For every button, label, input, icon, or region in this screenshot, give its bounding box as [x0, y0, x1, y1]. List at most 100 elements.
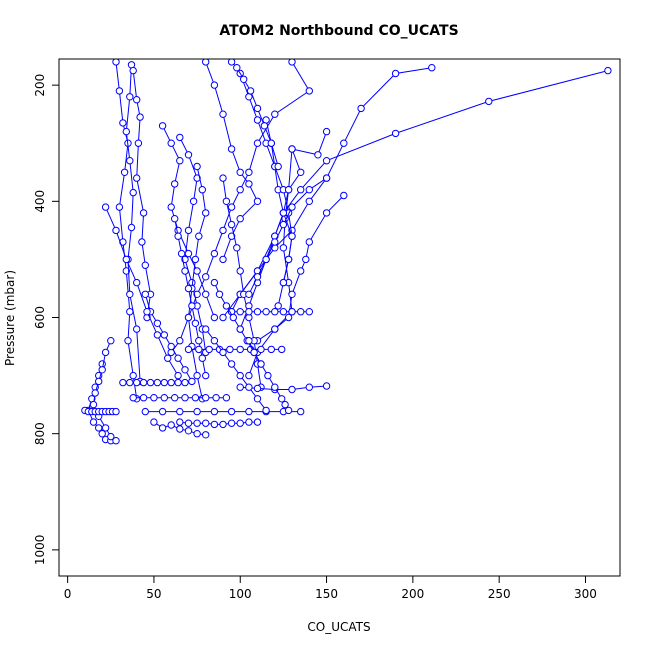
series-line-3 [170, 61, 310, 353]
data-point-17-7 [101, 424, 110, 432]
data-point-0-1 [115, 87, 124, 95]
data-point-4-4 [297, 186, 305, 194]
data-point-19-6 [160, 378, 169, 387]
data-point-22-5 [236, 345, 244, 354]
data-point-17-1 [101, 348, 110, 357]
data-point-3-7 [219, 226, 227, 235]
data-point-31-5 [262, 255, 270, 264]
data-point-28-4 [288, 232, 296, 240]
y-tick-label-3: 800 [33, 422, 47, 445]
data-point-28-1 [297, 168, 305, 177]
data-point-34-7 [284, 406, 293, 415]
data-point-32-6 [267, 139, 275, 147]
series-line-6 [257, 131, 328, 342]
data-point-33-5 [153, 331, 162, 339]
data-point-4-2 [391, 129, 400, 138]
data-point-0-9 [124, 337, 132, 345]
data-point-6-5 [279, 244, 288, 252]
data-point-1-7 [126, 290, 134, 298]
data-point-0-5 [115, 203, 124, 211]
data-point-9-3 [189, 197, 198, 206]
data-point-20-0 [129, 394, 137, 402]
data-point-15-7 [195, 337, 203, 345]
data-point-21-6 [245, 407, 253, 416]
data-point-24-3 [253, 308, 262, 316]
data-point-10-8 [202, 290, 210, 298]
data-point-21-3 [193, 407, 201, 416]
data-point-3-9 [202, 273, 210, 281]
x-tick-label-0: 0 [64, 587, 72, 601]
data-point-10-6 [184, 249, 193, 258]
data-point-23-8 [245, 418, 253, 426]
data-point-8-3 [227, 145, 236, 153]
x-tick-label-4: 200 [401, 587, 424, 601]
data-point-3-8 [210, 249, 219, 258]
data-point-23-6 [227, 419, 236, 427]
data-point-0-7 [122, 267, 131, 275]
data-point-29-6 [181, 366, 189, 374]
chart-title: ATOM2 Northbound CO_UCATS [219, 23, 458, 39]
data-point-32-7 [274, 162, 282, 171]
data-point-3-1 [305, 87, 313, 95]
data-point-33-6 [164, 354, 172, 362]
data-point-19-8 [174, 378, 182, 387]
x-axis-label: CO_UCATS [307, 620, 370, 634]
data-point-31-0 [322, 174, 331, 182]
data-point-29-0 [141, 290, 150, 298]
data-point-28-3 [279, 209, 288, 217]
data-point-17-5 [89, 400, 98, 409]
data-point-4-9 [219, 313, 227, 322]
x-tick-label-5: 250 [488, 587, 511, 601]
data-point-24-2 [245, 308, 253, 316]
y-axis: 200 400 600 800 1000 [33, 74, 60, 565]
data-point-3-4 [245, 168, 253, 177]
data-point-34-6 [281, 400, 289, 409]
data-point-27-4 [236, 371, 244, 380]
data-point-15-8 [198, 354, 207, 362]
data-point-2-3 [134, 139, 143, 147]
data-point-22-0 [184, 345, 193, 354]
data-point-1-1 [126, 93, 134, 101]
data-point-24-9 [305, 308, 313, 316]
series-line-2 [132, 70, 152, 318]
data-point-2-2 [136, 113, 144, 121]
data-point-7-2 [305, 238, 313, 246]
data-point-10-2 [176, 157, 184, 165]
data-point-20-5 [181, 394, 189, 402]
data-point-12-0 [219, 174, 227, 182]
data-point-4-1 [485, 97, 493, 106]
data-point-9-2 [193, 174, 201, 182]
data-point-22-4 [226, 345, 234, 354]
data-point-23-3 [202, 419, 210, 427]
data-point-32-1 [233, 64, 241, 72]
data-point-17-8 [107, 432, 115, 441]
data-point-30-1 [215, 290, 224, 298]
data-point-0-4 [120, 168, 129, 177]
data-point-2-4 [133, 174, 141, 182]
data-point-22-9 [278, 345, 286, 354]
data-point-27-2 [219, 348, 227, 357]
data-point-24-8 [297, 308, 305, 316]
data-point-2-7 [141, 261, 150, 269]
data-point-31-3 [279, 220, 288, 229]
data-point-11-3 [195, 232, 203, 240]
data-point-17-4 [91, 389, 99, 397]
data-point-5-5 [305, 197, 313, 206]
data-point-2-6 [138, 238, 146, 246]
y-tick-label-1: 400 [33, 190, 47, 213]
x-tick-label-3: 150 [315, 587, 338, 601]
data-point-31-7 [245, 290, 253, 298]
data-point-12-4 [236, 267, 244, 275]
data-point-15-5 [188, 302, 196, 310]
data-point-15-4 [184, 284, 193, 293]
data-point-11-8 [193, 371, 201, 380]
data-point-7-6 [284, 313, 293, 322]
data-point-27-5 [245, 383, 253, 391]
series-line-13 [239, 119, 284, 330]
data-point-28-0 [288, 145, 296, 153]
series-line-23 [179, 421, 258, 425]
data-point-27-1 [210, 337, 219, 345]
data-point-34-4 [271, 383, 279, 391]
data-point-27-7 [262, 406, 270, 415]
